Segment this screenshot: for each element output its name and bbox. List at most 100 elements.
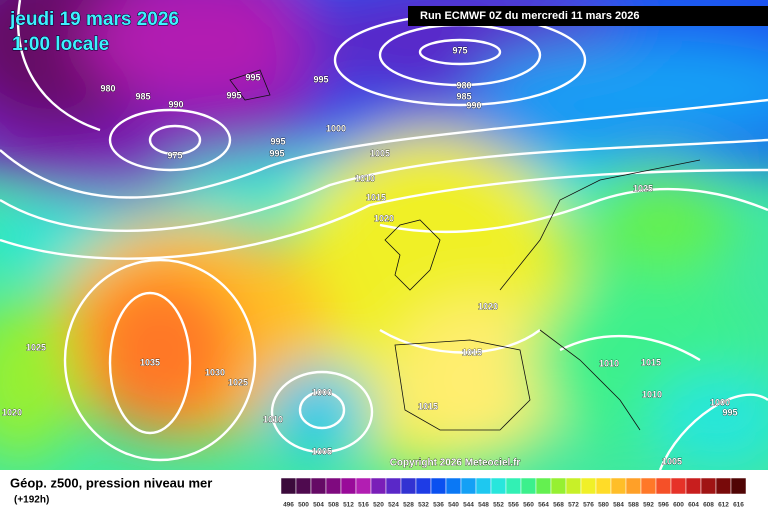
scale-swatch <box>595 477 612 495</box>
isobar-label: 995 <box>269 148 284 158</box>
isobar-label: 995 <box>270 136 285 146</box>
scale-swatch <box>415 477 432 495</box>
scale-swatch <box>730 477 747 495</box>
scale-swatch <box>400 477 417 495</box>
isobar-label: 1010 <box>599 358 619 368</box>
lead-time: (+192h) <box>14 495 49 506</box>
scale-label: 596 <box>658 502 669 509</box>
scale-label: 552 <box>493 502 504 509</box>
scale-label: 528 <box>403 502 414 509</box>
color-scale: 496 500 504 508 512 516 520 524 528 532 536 540 544 5… <box>280 477 747 509</box>
scale-swatch <box>520 477 537 495</box>
isobar-label: 975 <box>167 150 182 160</box>
copyright: Copyright 2026 Meteociel.fr <box>390 458 521 469</box>
scale-swatch <box>490 477 507 495</box>
isobar-label: 1010 <box>642 389 662 399</box>
scale-swatch <box>295 477 312 495</box>
scale-swatch <box>310 477 327 495</box>
scale-swatch <box>325 477 342 495</box>
scale-swatch <box>700 477 717 495</box>
isobar-label: 1025 <box>228 377 248 387</box>
isobar-label: 1005 <box>312 446 332 456</box>
scale-swatch <box>550 477 567 495</box>
isobar-labels: 9959959959809859909759759809859901000995… <box>2 45 738 467</box>
scale-swatch <box>670 477 687 495</box>
isobar-label: 1000 <box>312 387 332 397</box>
scale-swatch <box>640 477 657 495</box>
isobar-label: 995 <box>226 90 241 100</box>
coastlines <box>229 69 701 431</box>
scale-label: 504 <box>313 502 324 509</box>
scale-label: 568 <box>553 502 564 509</box>
scale-swatch <box>280 477 297 495</box>
scale-label: 536 <box>433 502 444 509</box>
isobar-label: 990 <box>466 100 481 110</box>
isobar-label: 990 <box>168 99 183 109</box>
scale-label: 500 <box>298 502 309 509</box>
scale-label: 520 <box>373 502 384 509</box>
scale-label: 508 <box>328 502 339 509</box>
scale-label: 604 <box>688 502 699 509</box>
scale-label: 564 <box>538 502 549 509</box>
isobar-label: 1030 <box>205 367 225 377</box>
scale-label: 600 <box>673 502 684 509</box>
scale-label: 616 <box>733 502 744 509</box>
isobar-label: 985 <box>135 91 150 101</box>
scale-swatch <box>685 477 702 495</box>
scale-swatch <box>565 477 582 495</box>
scale-label: 588 <box>628 502 639 509</box>
scale-swatch <box>505 477 522 495</box>
isobar-label: 985 <box>456 91 471 101</box>
isobar-label: 1025 <box>633 183 653 193</box>
scale-label: 572 <box>568 502 579 509</box>
scale-label: 516 <box>358 502 369 509</box>
scale-swatch <box>655 477 672 495</box>
scale-swatch <box>355 477 372 495</box>
isobar-label: 1000 <box>710 397 730 407</box>
scale-swatch <box>625 477 642 495</box>
scale-swatch <box>580 477 597 495</box>
isobar-label: 1020 <box>478 301 498 311</box>
isobar-label: 1015 <box>366 192 386 202</box>
scale-label: 532 <box>418 502 429 509</box>
isobar-label: 1005 <box>662 456 682 466</box>
isobar-label: 1010 <box>355 173 375 183</box>
scale-label: 576 <box>583 502 594 509</box>
forecast-time: 1:00 locale <box>12 34 109 55</box>
scale-label: 612 <box>718 502 729 509</box>
scale-label: 556 <box>508 502 519 509</box>
run-info: Run ECMWF 0Z du mercredi 11 mars 2026 <box>420 10 639 22</box>
scale-label: 524 <box>388 502 399 509</box>
scale-label: 512 <box>343 502 354 509</box>
isobar-label: 995 <box>245 72 260 82</box>
scale-swatch <box>535 477 552 495</box>
scale-swatch <box>340 477 357 495</box>
isobar-label: 1020 <box>2 407 22 417</box>
isobar-label: 1015 <box>462 347 482 357</box>
isobar-label: 995 <box>313 74 328 84</box>
isobar-label: 975 <box>452 45 467 55</box>
isobar-label: 980 <box>100 83 115 93</box>
scale-swatch <box>430 477 447 495</box>
isobar-label: 1010 <box>263 414 283 424</box>
isobar-label: 1025 <box>26 342 46 352</box>
legend-title: Géop. z500, pression niveau mer <box>10 475 212 490</box>
run-box <box>408 6 768 26</box>
scale-label: 560 <box>523 502 534 509</box>
scale-swatch <box>610 477 627 495</box>
scale-label: 548 <box>478 502 489 509</box>
isobar-label: 995 <box>722 407 737 417</box>
scale-label: 608 <box>703 502 714 509</box>
scale-swatch <box>475 477 492 495</box>
isobar-label: 1015 <box>418 401 438 411</box>
scale-swatch <box>715 477 732 495</box>
scale-label: 592 <box>643 502 654 509</box>
isobar-label: 1020 <box>374 213 394 223</box>
scale-label: 540 <box>448 502 459 509</box>
isobar-label: 1005 <box>370 148 390 158</box>
scale-swatch <box>460 477 477 495</box>
isobar-label: 1000 <box>326 123 346 133</box>
scale-swatch <box>385 477 402 495</box>
forecast-date: jeudi 19 mars 2026 <box>9 9 179 30</box>
